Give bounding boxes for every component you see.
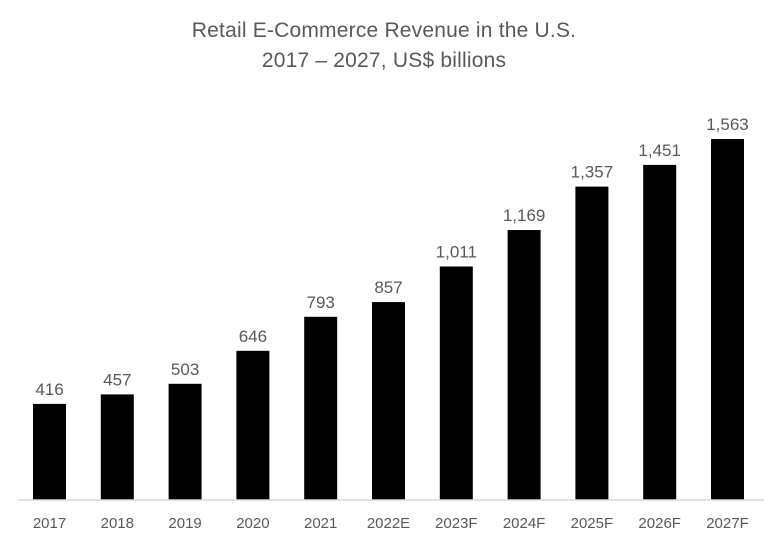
bar-2020	[236, 350, 270, 500]
data-label-2022E: 857	[374, 278, 402, 297]
x-tick-label-2026F: 2026F	[638, 515, 681, 532]
bar-2022E	[372, 302, 405, 500]
bar-2025F	[575, 186, 609, 500]
bar-2019	[168, 383, 202, 500]
x-tick-label-2025F: 2025F	[571, 515, 614, 532]
x-tick-label-2021: 2021	[304, 515, 337, 532]
data-label-2018: 457	[103, 370, 131, 389]
data-label-2024F: 1,169	[503, 206, 546, 225]
x-tick-label-2023F: 2023F	[435, 515, 478, 532]
data-label-2023F: 1,011	[436, 243, 477, 262]
data-label-2025F: 1,357	[571, 163, 614, 182]
bar-2023F	[439, 266, 473, 500]
data-label-2020: 646	[239, 327, 267, 346]
chart-title: Retail E-Commerce Revenue in the U.S.	[191, 19, 577, 42]
data-label-2027F: 1,563	[706, 115, 749, 134]
bars-group	[33, 139, 744, 500]
x-tick-label-2020: 2020	[236, 515, 269, 532]
data-label-2026F: 1,451	[638, 141, 681, 160]
x-tick-labels-group: 2017 2018 2019 2020 2021 2022E 2023F 2024F 2025F…	[33, 515, 749, 532]
x-tick-label-2017: 2017	[33, 515, 66, 532]
x-tick-label-2022E: 2022E	[367, 515, 410, 532]
x-tick-label-2024F: 2024F	[503, 515, 546, 532]
x-tick-label-2018: 2018	[101, 515, 134, 532]
bar-2026F	[643, 164, 677, 500]
x-tick-label-2019: 2019	[168, 515, 201, 532]
chart-subtitle: 2017 – 2027, US$ billions	[261, 49, 507, 72]
bar-2024F	[507, 230, 541, 500]
data-label-2019: 503	[171, 360, 199, 379]
bar-2021	[304, 316, 338, 500]
data-label-2017: 416	[35, 380, 63, 399]
data-label-2021: 793	[307, 293, 335, 312]
bar-2027F	[711, 139, 744, 500]
bar-2017	[33, 403, 66, 500]
x-tick-label-2027F: 2027F	[706, 515, 749, 532]
bar-2018	[100, 394, 134, 500]
data-labels-group: 416 457 503 646 793 857 1,011 1,169 1,357 1,451 1,…	[35, 115, 748, 399]
